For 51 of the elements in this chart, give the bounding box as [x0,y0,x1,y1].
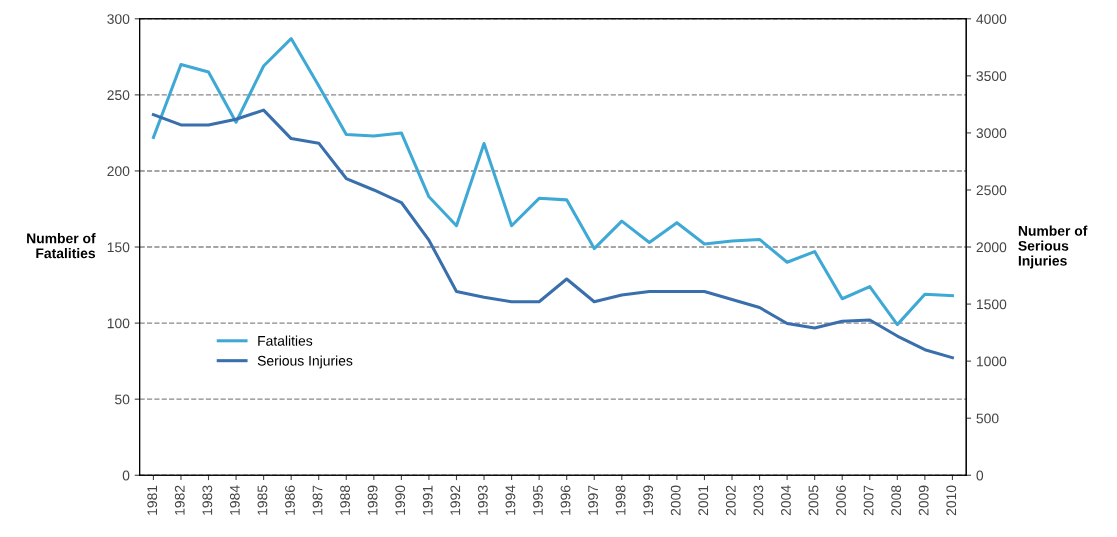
x-tick-label: 1984 [229,485,240,515]
x-tick-label: 1986 [285,485,295,515]
y-tick-label: 0 [122,470,130,481]
x-tick-label: 1982 [174,485,185,515]
x-tick-label: 2004 [781,485,791,516]
x-tick-label: 1994 [505,485,516,515]
x-tick-label: 1999 [643,485,654,515]
y2-tick-label: 0 [976,470,984,481]
x-tick-label: 2010 [946,485,957,516]
y2-tick-label: 4000 [976,14,1007,24]
y2-tick-label: 3500 [976,71,1007,82]
x-tick-label: 2009 [918,485,929,516]
x-tick-label: 2003 [753,485,764,516]
line-series [151,37,954,327]
y2-tick-label: 1000 [976,356,1007,367]
y2-tick-label: 2000 [976,242,1007,253]
x-tick-label: 2006 [836,485,846,516]
x-tick-label: 1989 [367,485,378,515]
x-tick-label: 1983 [202,485,213,515]
x-tick-label: 2007 [863,485,874,516]
y-tick-label: 250 [107,90,130,101]
x-tick-label: 2005 [808,485,819,516]
legend-label: Fatalities [258,335,313,346]
x-tick-label: 1981 [147,485,158,515]
y2-axis-title: Number of Serious Injuries [1018,225,1088,269]
y-axis-title: Number of Fatalities [27,233,96,259]
x-tick-label: 1998 [615,485,626,515]
y2-tick-label: 3000 [976,128,1007,139]
x-tick-label: 1991 [422,485,433,515]
y-tick-label: 100 [107,318,130,329]
y2-tick-label: 500 [976,413,999,424]
y-tick-label: 50 [115,394,130,405]
x-tick-label: 1993 [477,485,488,515]
y2-tick-label: 1500 [976,299,1007,310]
x-tick-label: 2002 [725,485,736,516]
x-tick-label: 1996 [560,485,571,515]
x-tick-label: 1992 [450,485,461,515]
x-tick-label: 1995 [533,485,543,515]
y-tick-label: 150 [107,242,130,253]
y2-tick-label: 2500 [976,185,1007,196]
x-tick-label: 2001 [698,485,709,516]
x-tick-label: 1987 [312,485,323,515]
y-tick-label: 200 [107,166,130,177]
x-tick-label: 2008 [891,485,902,516]
y-tick-label: 300 [107,14,130,24]
x-tick-label: 1997 [588,485,598,515]
x-tick-label: 1985 [257,485,268,515]
x-tick-label: 1988 [340,485,350,515]
x-tick-label: 1990 [395,485,406,515]
x-tick-label: 2000 [670,485,681,516]
legend-label: Serious Injuries [257,355,353,369]
